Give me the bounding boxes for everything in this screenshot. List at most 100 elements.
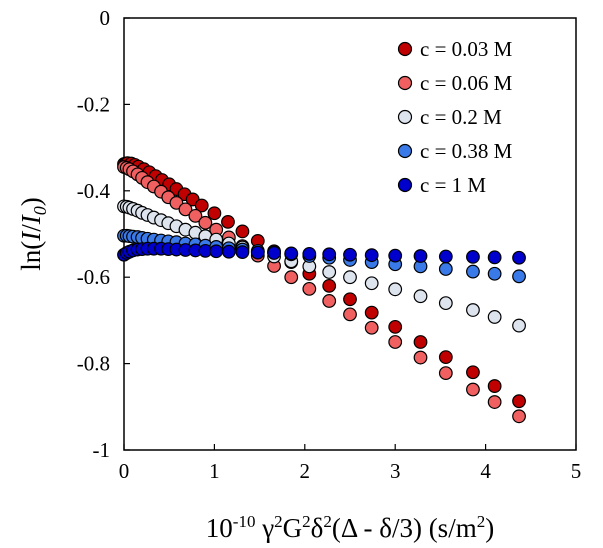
legend-marker bbox=[397, 143, 413, 159]
legend: c = 0.03 M c = 0.06 M c = 0.2 M c = 0.38 M c… bbox=[397, 37, 513, 197]
x-axis-title: 10-10 γ2G2δ2(Δ - δ/3) (s/m2) bbox=[206, 512, 494, 543]
data-point bbox=[388, 319, 403, 334]
x-title-close: ) bbox=[485, 513, 494, 543]
data-point bbox=[438, 350, 453, 365]
data-point bbox=[322, 265, 337, 279]
x-tick-label: 5 bbox=[571, 459, 582, 483]
series-0-points bbox=[117, 156, 526, 409]
legend-marker bbox=[397, 177, 413, 193]
x-tick-label: 4 bbox=[480, 459, 491, 483]
x-title-base: 10 bbox=[206, 513, 233, 543]
data-point bbox=[302, 281, 317, 296]
data-point bbox=[438, 366, 453, 381]
data-point bbox=[364, 305, 379, 320]
data-point bbox=[512, 394, 526, 409]
data-point bbox=[364, 320, 379, 335]
data-point bbox=[466, 264, 480, 279]
data-point bbox=[438, 296, 453, 311]
data-point bbox=[284, 246, 299, 261]
data-point bbox=[322, 294, 337, 308]
data-point bbox=[388, 335, 403, 349]
x-title-unit-exp: 2 bbox=[477, 512, 486, 531]
data-point bbox=[466, 249, 480, 264]
y-title-slash: / bbox=[16, 224, 46, 232]
data-point bbox=[343, 307, 357, 322]
y-title-pre: ln( bbox=[16, 241, 46, 271]
data-point bbox=[388, 248, 403, 263]
data-point bbox=[438, 262, 453, 276]
legend-label: c = 1 M bbox=[420, 173, 486, 197]
legend-marker bbox=[397, 41, 413, 57]
series-1-points bbox=[117, 160, 526, 424]
series-4-points bbox=[117, 241, 526, 265]
data-point bbox=[322, 278, 337, 293]
data-point bbox=[487, 250, 502, 265]
y-title-italic: I bbox=[16, 230, 46, 242]
data-point bbox=[250, 245, 265, 260]
x-tick-label: 2 bbox=[300, 459, 311, 483]
x-title-g: G bbox=[283, 513, 303, 543]
data-point bbox=[413, 289, 428, 304]
data-point bbox=[267, 246, 281, 260]
data-point bbox=[512, 250, 526, 265]
data-point bbox=[466, 365, 480, 380]
data-point bbox=[343, 270, 357, 285]
x-title-base-exp: -10 bbox=[233, 512, 256, 531]
legend-label: c = 0.38 M bbox=[420, 139, 513, 163]
data-point bbox=[438, 249, 453, 264]
x-title-gamma: γ bbox=[255, 513, 274, 543]
y-tick-label: -1 bbox=[93, 438, 111, 462]
data-point bbox=[487, 395, 502, 409]
data-point bbox=[221, 244, 236, 259]
data-point bbox=[512, 269, 526, 284]
legend-label: c = 0.2 M bbox=[420, 105, 502, 129]
data-point bbox=[302, 246, 317, 261]
data-point bbox=[198, 215, 213, 230]
data-point bbox=[178, 202, 193, 217]
data-point bbox=[466, 382, 480, 397]
data-points bbox=[117, 156, 526, 424]
x-title-delta: δ bbox=[311, 513, 324, 543]
data-point bbox=[221, 215, 235, 229]
data-point bbox=[343, 247, 357, 262]
y-title-subscript: 0 bbox=[30, 206, 50, 215]
data-point bbox=[512, 318, 526, 333]
x-title-g-exp: 2 bbox=[302, 512, 311, 531]
y-title-italic-2: I bbox=[16, 213, 46, 225]
data-point bbox=[364, 248, 379, 263]
data-point bbox=[388, 282, 403, 297]
data-point bbox=[364, 276, 379, 291]
data-point bbox=[512, 409, 526, 424]
data-point bbox=[466, 303, 480, 317]
data-point bbox=[284, 270, 299, 285]
data-point bbox=[207, 206, 222, 221]
x-title-rest: (Δ - δ/3) (s/m bbox=[332, 513, 477, 543]
y-tick-label: -0.2 bbox=[77, 92, 110, 116]
legend-label: c = 0.06 M bbox=[420, 71, 513, 95]
x-title-delta-exp: 2 bbox=[323, 512, 332, 531]
data-point bbox=[413, 335, 428, 349]
data-point bbox=[413, 249, 428, 263]
data-point bbox=[322, 247, 337, 262]
y-tick-label: 0 bbox=[100, 6, 111, 30]
data-point bbox=[413, 350, 428, 365]
data-point bbox=[487, 266, 502, 281]
legend-marker bbox=[397, 109, 413, 125]
data-point bbox=[235, 245, 250, 260]
data-point bbox=[487, 310, 502, 324]
y-tick-label: -0.8 bbox=[77, 352, 110, 376]
data-point bbox=[194, 198, 209, 213]
x-tick-label: 0 bbox=[119, 459, 130, 483]
y-tick-label: -0.4 bbox=[77, 179, 111, 203]
data-point bbox=[235, 224, 250, 239]
x-tick-label: 3 bbox=[390, 459, 401, 483]
legend-marker bbox=[397, 75, 413, 91]
x-title-gamma-exp: 2 bbox=[274, 512, 283, 531]
x-axis-ticks: 0 1 2 3 4 5 bbox=[119, 444, 582, 483]
y-axis-ticks: 0 -0.2 -0.4 -0.6 -0.8 -1 bbox=[77, 6, 130, 462]
series-2-points bbox=[117, 199, 526, 333]
series-3-points bbox=[117, 228, 526, 284]
y-tick-label: -0.6 bbox=[77, 265, 110, 289]
data-point bbox=[188, 208, 203, 223]
